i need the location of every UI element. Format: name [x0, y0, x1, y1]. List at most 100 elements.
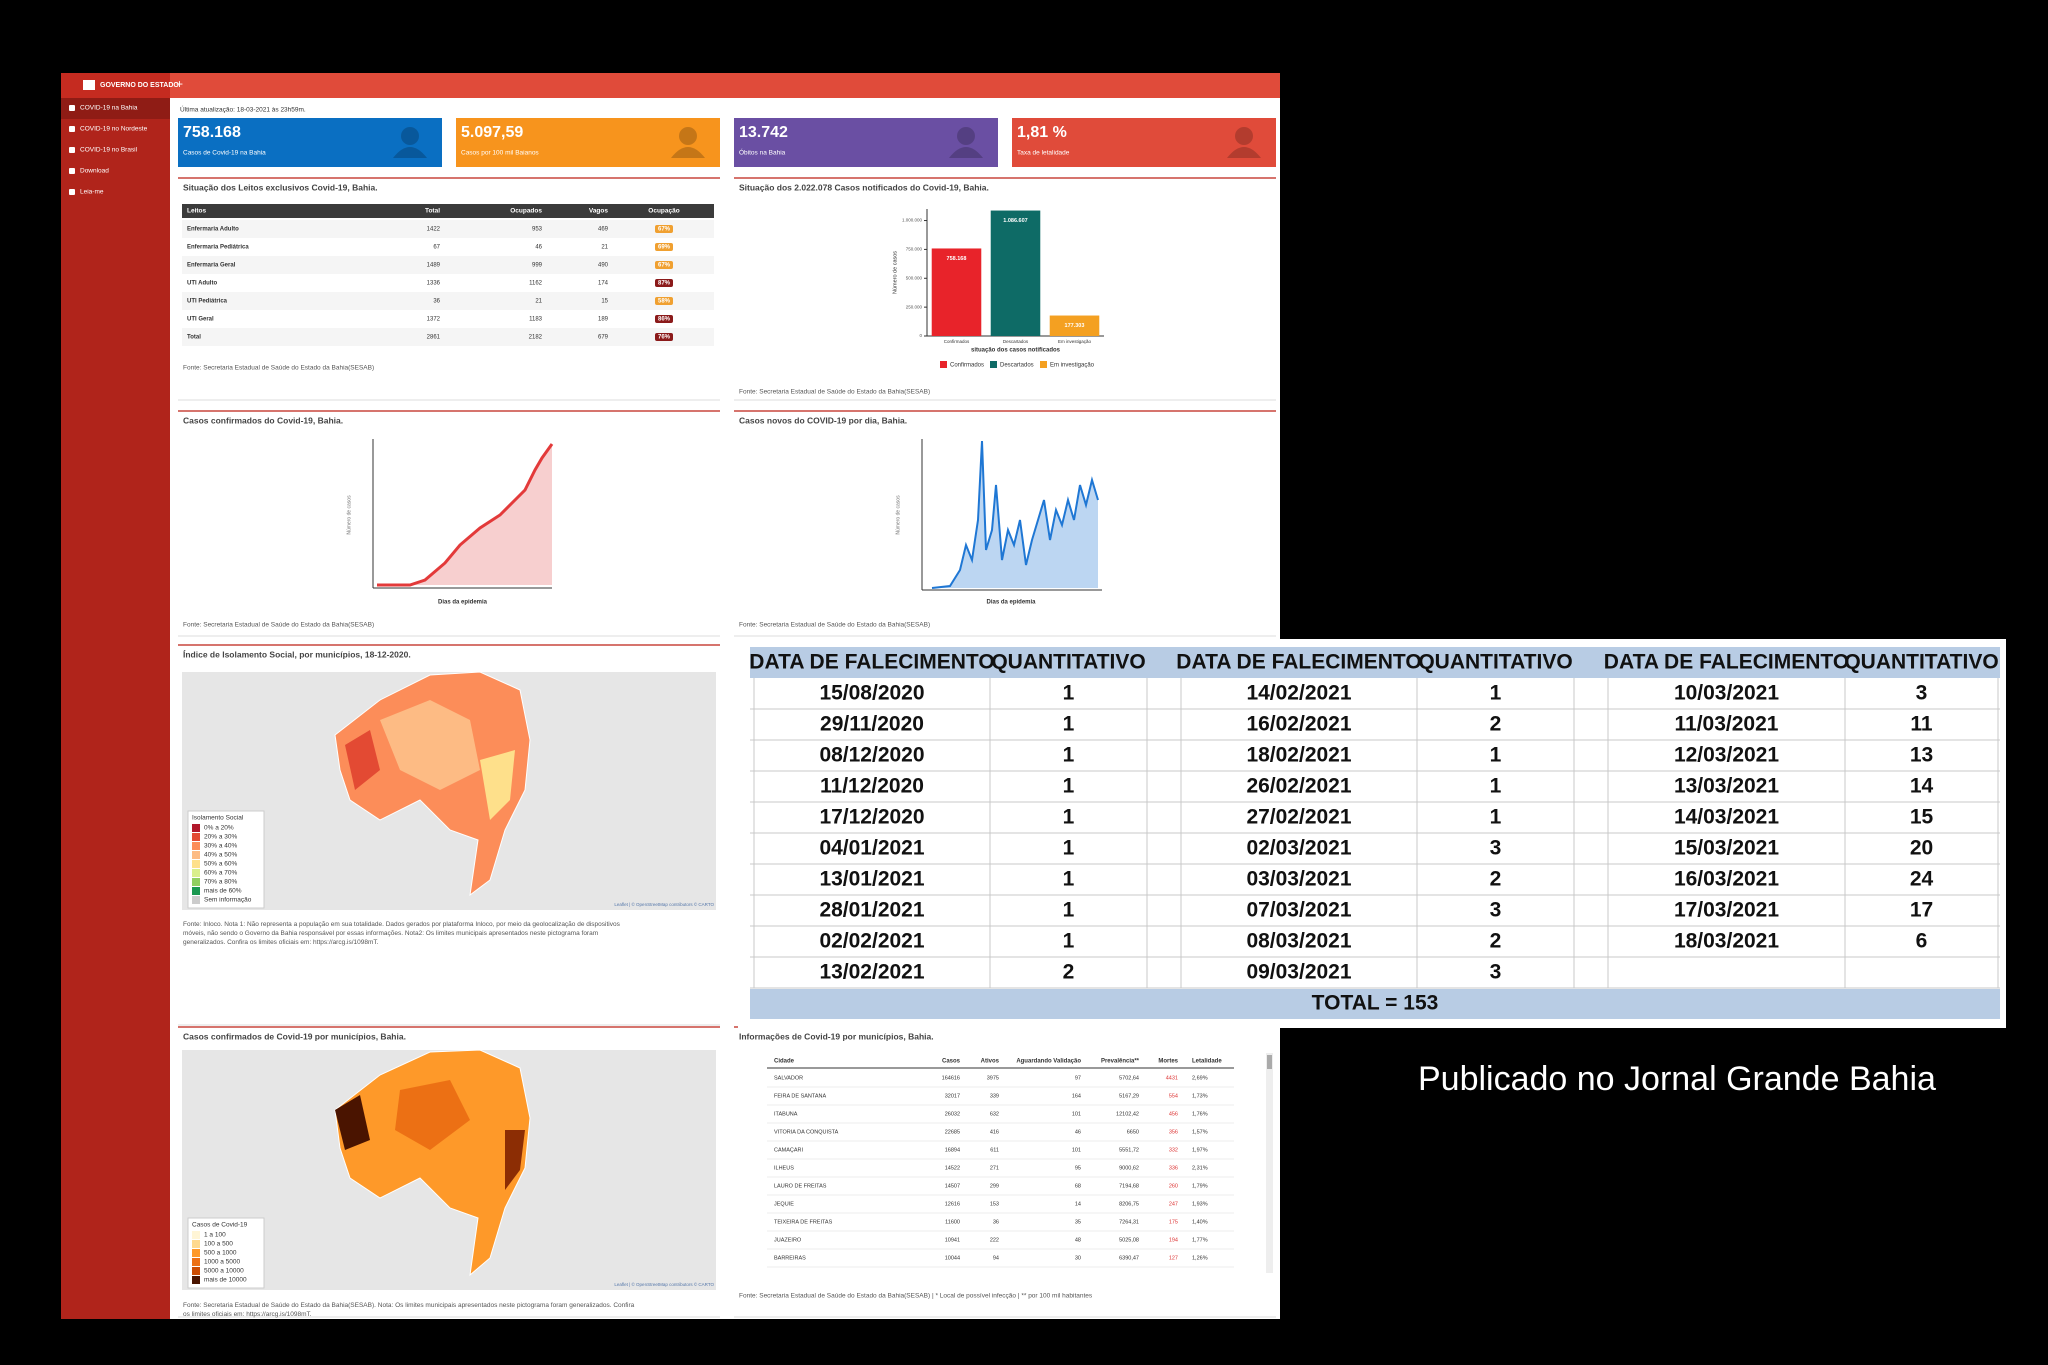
table-cell: 175 [1169, 1219, 1178, 1225]
overlay-quantity: 17 [1910, 899, 1933, 922]
x-tick-label: Descartados [1003, 339, 1029, 344]
menu-item[interactable]: COVID-19 no Nordeste [80, 126, 148, 133]
legend-label: 40% a 50% [204, 852, 237, 859]
table-cell: 2,31% [1192, 1165, 1208, 1171]
legend-swatch [192, 1258, 200, 1266]
table-cell: 36 [433, 299, 440, 305]
overlay-date: 12/03/2021 [1674, 744, 1779, 767]
legend-swatch [192, 1267, 200, 1275]
overlay-date: 16/02/2021 [1246, 713, 1351, 736]
map-attribution: Leaflet | © OpenStreetMap contributors ©… [614, 1281, 714, 1287]
table-cell: Enfermaria Geral [187, 263, 236, 269]
bar-label: 1.086.607 [1003, 218, 1027, 224]
overlay-quantity: 2 [1063, 961, 1075, 984]
occupancy-badge [655, 315, 673, 323]
table-cell: 46 [1075, 1129, 1081, 1135]
menu-item[interactable]: Leia-me [80, 189, 104, 196]
menu-icon [69, 168, 75, 174]
logo: GOVERNO DO ESTADO [100, 82, 179, 89]
overlay-date: 02/03/2021 [1246, 837, 1351, 860]
y-axis-label: Número de casos [892, 251, 898, 294]
table-cell: SALVADOR [774, 1075, 803, 1081]
table-cell: 94 [993, 1255, 999, 1261]
table-cell: 271 [990, 1165, 999, 1171]
table-cell: TEIXEIRA DE FREITAS [774, 1219, 833, 1225]
x-axis-label: Dias da epidemia [986, 600, 1036, 606]
legend-title: Isolamento Social [192, 815, 244, 822]
table-cell: 46 [535, 245, 542, 251]
overlay-quantity: 1 [1490, 775, 1502, 798]
table-cell: UTI Pediátrica [187, 299, 228, 305]
menu-item[interactable]: COVID-19 no Brasil [80, 147, 138, 154]
legend-title: Casos de Covid-19 [192, 1222, 248, 1229]
menu-item[interactable]: COVID-19 na Bahia [80, 105, 138, 112]
table-cell: CAMAÇARI [774, 1147, 804, 1153]
x-axis-label: Dias da epidemia [438, 600, 488, 606]
overlay-total-bar [750, 989, 2000, 1019]
table-cell: 1,73% [1192, 1093, 1208, 1099]
table-cell: 164616 [942, 1075, 960, 1081]
legend-swatch [192, 896, 200, 904]
column-header: Cidade [774, 1059, 795, 1065]
table-cell: JUAZEIRO [774, 1237, 802, 1243]
table-row [182, 292, 714, 310]
panel-title: Informações de Covid-19 por municípios, … [739, 1031, 934, 1041]
overlay-column-header: QUANTITATIVO [991, 651, 1145, 674]
table-cell: 1,26% [1192, 1255, 1208, 1261]
x-axis-label: situação dos casos notificados [971, 348, 1061, 354]
overlay-date: 11/12/2020 [820, 775, 924, 798]
table-cell: 15 [601, 299, 608, 305]
legend-swatch [192, 842, 200, 850]
legend-label: 20% a 30% [204, 834, 237, 841]
table-cell: 87% [658, 281, 671, 287]
table-cell: 153 [990, 1201, 999, 1207]
menu-toggle[interactable]: + [176, 77, 183, 91]
overlay-quantity: 24 [1910, 868, 1934, 891]
menu-icon [69, 189, 75, 195]
table-cell: Enfermaria Pediátrica [187, 245, 249, 251]
legend-label: Confirmados [950, 363, 984, 369]
table-cell: 456 [1169, 1111, 1178, 1117]
bar [931, 248, 982, 336]
legend-label: Sem informação [204, 897, 252, 904]
bar [1049, 315, 1100, 336]
legend-label: 5000 a 10000 [204, 1268, 244, 1275]
kpi-box [178, 118, 442, 167]
table-cell: 58% [658, 299, 671, 305]
menu-item[interactable]: Download [80, 168, 109, 175]
kpi-value: 5.097,59 [461, 124, 523, 141]
scrollbar-thumb[interactable] [1267, 1055, 1272, 1069]
table-cell: 69% [658, 245, 671, 251]
legend-label: 30% a 40% [204, 843, 237, 850]
legend-label: Em investigação [1050, 363, 1095, 369]
table-cell: 7194,68 [1119, 1183, 1139, 1189]
overlay-quantity: 6 [1916, 930, 1928, 953]
caption: Publicado no Jornal Grande Bahia [1418, 1060, 1936, 1098]
kpi-icon [957, 127, 975, 145]
overlay-quantity: 3 [1916, 682, 1928, 705]
overlay-date: 17/03/2021 [1674, 899, 1779, 922]
legend-label: mais de 10000 [204, 1277, 247, 1284]
table-cell: 97 [1075, 1075, 1081, 1081]
table-cell: 68 [1075, 1183, 1081, 1189]
table-cell: Total [187, 335, 201, 341]
table-cell: BARREIRAS [774, 1255, 806, 1261]
table-cell: 10941 [945, 1237, 960, 1243]
table-cell: 21 [535, 299, 542, 305]
overlay-date: 13/02/2021 [819, 961, 924, 984]
table-cell: 26032 [945, 1111, 960, 1117]
table-cell: 22685 [945, 1129, 960, 1135]
legend-swatch [192, 1276, 200, 1284]
table-cell: 7264,31 [1119, 1219, 1139, 1225]
table-cell: 260 [1169, 1183, 1178, 1189]
table-cell: 1422 [427, 227, 441, 233]
y-tick-label: 500.000 [906, 275, 923, 280]
column-header: Prevalência** [1101, 1059, 1140, 1065]
panel-title: Situação dos Leitos exclusivos Covid-19,… [183, 182, 378, 192]
panel-source: Fonte: Inloco. Nota 1: Não representa a … [183, 921, 621, 946]
overlay-quantity: 1 [1063, 899, 1075, 922]
overlay-quantity: 1 [1063, 930, 1075, 953]
occupancy-badge [655, 243, 673, 251]
overlay-date: 04/01/2021 [819, 837, 924, 860]
